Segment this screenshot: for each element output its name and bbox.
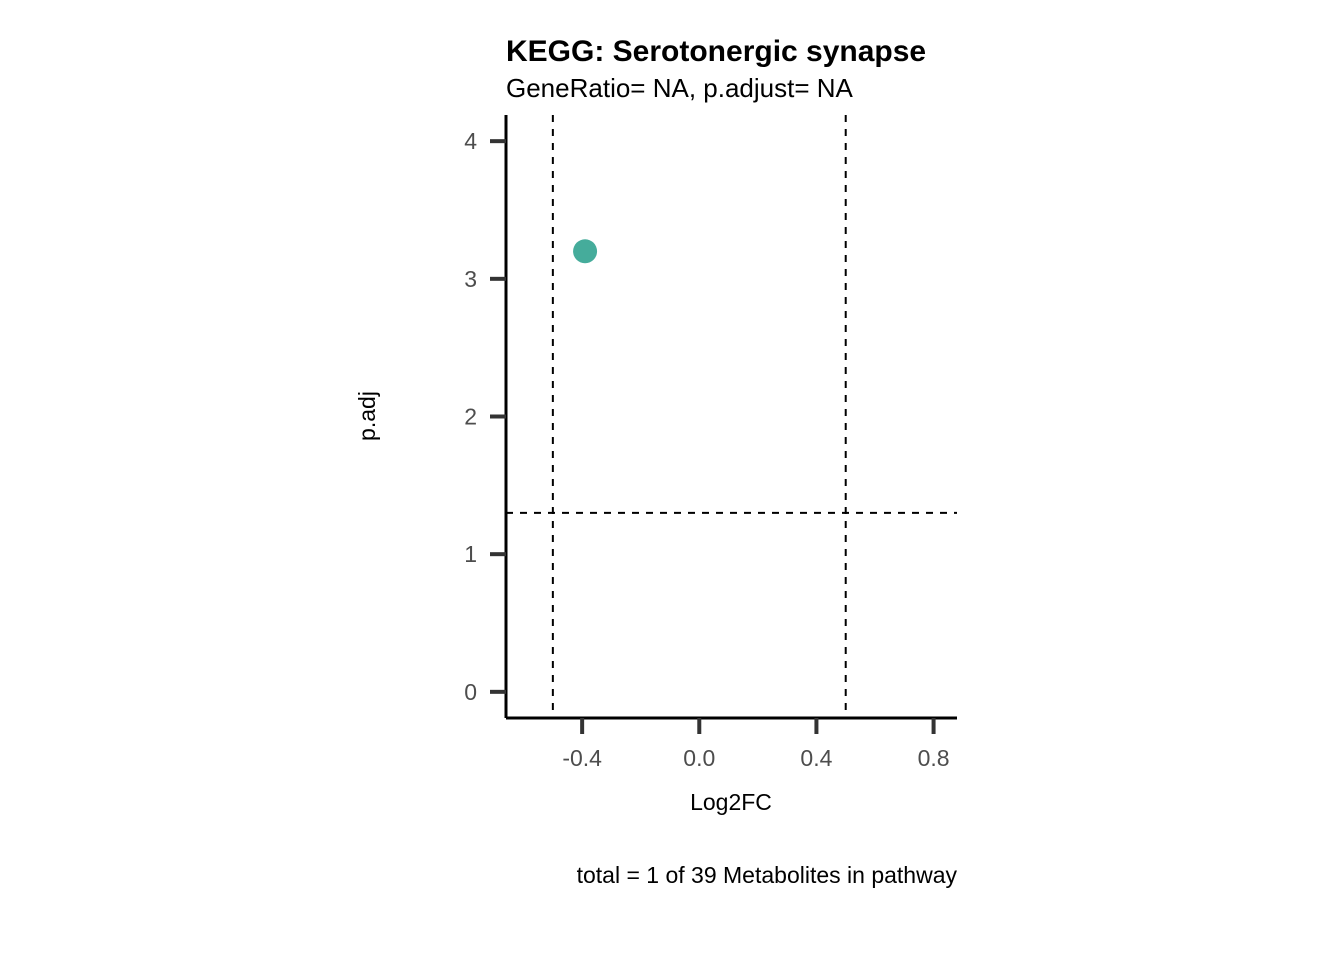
chart-caption: total = 1 of 39 Metabolites in pathway bbox=[577, 862, 958, 888]
y-tick-label: 0 bbox=[464, 679, 477, 705]
x-tick-label: -0.4 bbox=[562, 745, 602, 771]
data-points bbox=[573, 239, 598, 264]
chart-subtitle: GeneRatio= NA, p.adjust= NA bbox=[506, 73, 854, 103]
y-axis-ticks: 0 1 2 3 4 bbox=[464, 128, 506, 705]
y-tick-label: 2 bbox=[464, 404, 477, 430]
chart-title: KEGG: Serotonergic synapse bbox=[506, 35, 926, 68]
reference-lines bbox=[506, 115, 957, 718]
x-tick-label: 0.8 bbox=[918, 745, 950, 771]
y-tick-label: 4 bbox=[464, 128, 477, 154]
y-axis-title: p.adj bbox=[354, 391, 380, 441]
y-tick-label: 1 bbox=[464, 541, 477, 567]
x-axis-title: Log2FC bbox=[690, 789, 772, 815]
y-tick-label: 3 bbox=[464, 266, 477, 292]
x-axis-ticks: -0.4 0.0 0.4 0.8 bbox=[562, 718, 950, 771]
x-tick-label: 0.0 bbox=[683, 745, 715, 771]
x-tick-label: 0.4 bbox=[800, 745, 832, 771]
data-point bbox=[573, 239, 598, 264]
